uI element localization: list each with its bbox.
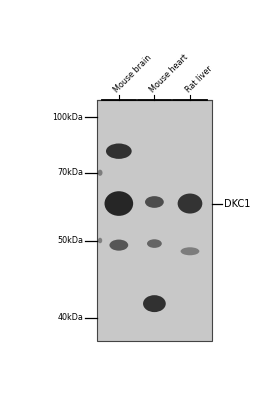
Ellipse shape bbox=[177, 194, 201, 214]
Text: 40kDa: 40kDa bbox=[57, 313, 83, 322]
Ellipse shape bbox=[146, 239, 161, 248]
Text: DKC1: DKC1 bbox=[223, 198, 249, 208]
Ellipse shape bbox=[104, 191, 133, 216]
Ellipse shape bbox=[106, 144, 131, 159]
Text: 100kDa: 100kDa bbox=[52, 113, 83, 122]
Ellipse shape bbox=[145, 196, 163, 208]
Ellipse shape bbox=[180, 247, 199, 255]
Ellipse shape bbox=[142, 295, 165, 312]
Text: Mouse brain: Mouse brain bbox=[112, 53, 153, 94]
Text: 70kDa: 70kDa bbox=[57, 168, 83, 177]
Ellipse shape bbox=[109, 240, 128, 251]
Text: 50kDa: 50kDa bbox=[57, 236, 83, 245]
Ellipse shape bbox=[97, 170, 102, 176]
Ellipse shape bbox=[98, 238, 102, 243]
Text: Rat liver: Rat liver bbox=[183, 64, 213, 94]
Text: Mouse heart: Mouse heart bbox=[148, 52, 189, 94]
Bar bbox=[97, 100, 211, 341]
